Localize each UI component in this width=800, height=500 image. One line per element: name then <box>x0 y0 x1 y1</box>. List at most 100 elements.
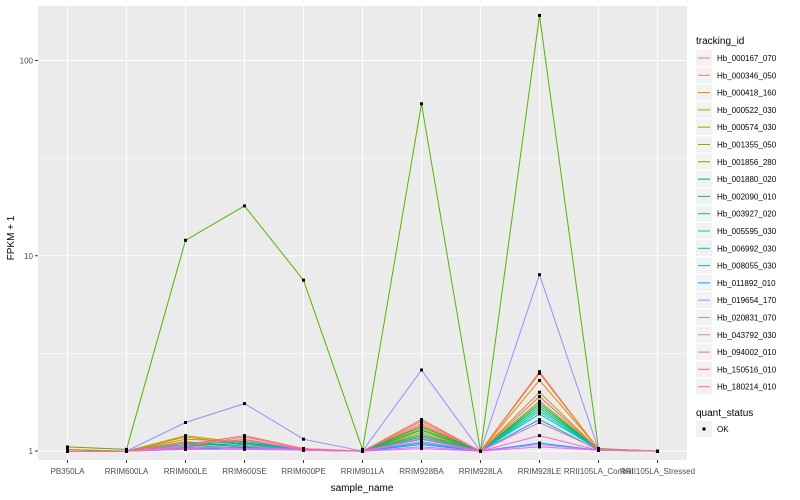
data-point <box>302 278 305 282</box>
x-tick-label: RRIM901LA <box>341 467 385 476</box>
legend-label: Hb_005595_030 <box>717 227 777 236</box>
data-point <box>243 435 246 439</box>
x-tick-label: RRIM928LE <box>518 467 562 476</box>
legend: tracking_id Hb_000167_070Hb_000346_050Hb… <box>696 36 777 437</box>
data-point <box>420 445 423 449</box>
legend-label: Hb_001856_280 <box>717 158 777 167</box>
legend-label: Hb_150516_010 <box>717 365 777 374</box>
data-point <box>184 443 187 447</box>
data-point <box>125 447 128 451</box>
legend-label: Hb_020831_070 <box>717 314 777 323</box>
data-point <box>420 439 423 443</box>
data-point <box>302 447 305 451</box>
data-point <box>361 447 364 451</box>
data-point <box>420 430 423 434</box>
data-point <box>420 102 423 106</box>
legend-label: Hb_000522_030 <box>717 106 777 115</box>
x-tick-label: RRII105LA_Stressed <box>620 467 695 476</box>
data-point <box>243 402 246 406</box>
x-axis-title: sample_name <box>331 483 394 494</box>
data-point <box>538 390 541 394</box>
legend-items: Hb_000167_070 Hb_000346_050 Hb_000418_160 H… <box>696 50 777 395</box>
legend-label: Hb_002090_010 <box>717 192 777 201</box>
data-point <box>243 441 246 445</box>
legend-label: Hb_001355_050 <box>717 141 777 150</box>
data-point <box>420 443 423 447</box>
data-point <box>538 371 541 375</box>
x-tick-label: RRIM600PE <box>281 467 325 476</box>
data-point <box>243 438 246 442</box>
data-point <box>361 449 364 453</box>
legend-title: tracking_id <box>696 36 744 47</box>
x-tick-label: PB350LA <box>51 467 85 476</box>
data-point <box>538 378 541 382</box>
data-point <box>420 422 423 426</box>
data-point <box>538 443 541 447</box>
data-point <box>420 436 423 440</box>
legend2-title: quant_status <box>696 408 753 419</box>
data-point <box>656 449 659 453</box>
legend-label: Hb_011892_010 <box>717 279 776 288</box>
data-point <box>538 434 541 438</box>
legend2-marker <box>702 427 706 431</box>
data-point <box>66 449 69 453</box>
data-point <box>420 425 423 429</box>
legend-label: Hb_000418_160 <box>717 89 777 98</box>
x-tick-label: RRIM600SE <box>222 467 266 476</box>
legend-label: Hb_008055_030 <box>717 262 777 271</box>
data-point <box>66 447 69 451</box>
data-points <box>66 13 659 453</box>
data-point <box>125 449 128 453</box>
data-point <box>538 13 541 17</box>
x-axis: PB350LA RRIM600LA RRIM600LE RRIM600SE RRIM60… <box>51 460 695 476</box>
data-point <box>420 428 423 432</box>
legend-label: Hb_180214_010 <box>717 383 777 392</box>
data-point <box>538 404 541 408</box>
legend-label: Hb_043792_030 <box>717 331 777 340</box>
legend-label: Hb_094002_010 <box>717 348 777 357</box>
legend2-label: OK <box>717 425 729 434</box>
data-point <box>243 204 246 208</box>
data-point <box>538 399 541 403</box>
data-point <box>538 395 541 399</box>
legend-label: Hb_000346_050 <box>717 71 777 80</box>
data-point <box>420 441 423 445</box>
y-axis: 1 10 100 <box>20 56 38 456</box>
data-point <box>538 421 541 425</box>
data-point <box>184 444 187 448</box>
data-point <box>66 445 69 449</box>
data-point <box>420 368 423 372</box>
data-point <box>184 441 187 445</box>
legend-label: Hb_000574_030 <box>717 123 777 132</box>
data-point <box>538 407 541 411</box>
data-point <box>243 444 246 448</box>
y-tick-label: 1 <box>29 447 34 456</box>
data-point <box>420 419 423 423</box>
data-point <box>420 432 423 436</box>
data-point <box>538 412 541 416</box>
data-point <box>184 447 187 451</box>
data-point <box>184 437 187 441</box>
x-tick-label: RRII105LA_Control <box>564 467 634 476</box>
data-point <box>538 445 541 449</box>
y-tick-label: 100 <box>20 56 34 65</box>
x-tick-label: RRIM928BA <box>399 467 444 476</box>
data-point <box>184 238 187 242</box>
legend-label: Hb_003927_020 <box>717 210 777 219</box>
data-point <box>538 273 541 277</box>
data-point <box>538 441 541 445</box>
data-point <box>302 437 305 441</box>
x-tick-label: RRIM600LA <box>105 467 149 476</box>
data-point <box>538 418 541 422</box>
data-point <box>243 447 246 451</box>
data-point <box>597 447 600 451</box>
legend-label: Hb_019654_170 <box>717 296 777 305</box>
legend-label: Hb_000167_070 <box>717 54 777 63</box>
data-point <box>538 409 541 413</box>
data-point <box>184 421 187 425</box>
x-tick-label: RRIM600LE <box>164 467 208 476</box>
data-point <box>243 439 246 443</box>
x-tick-label: RRIM928LA <box>459 467 503 476</box>
data-point <box>538 402 541 406</box>
